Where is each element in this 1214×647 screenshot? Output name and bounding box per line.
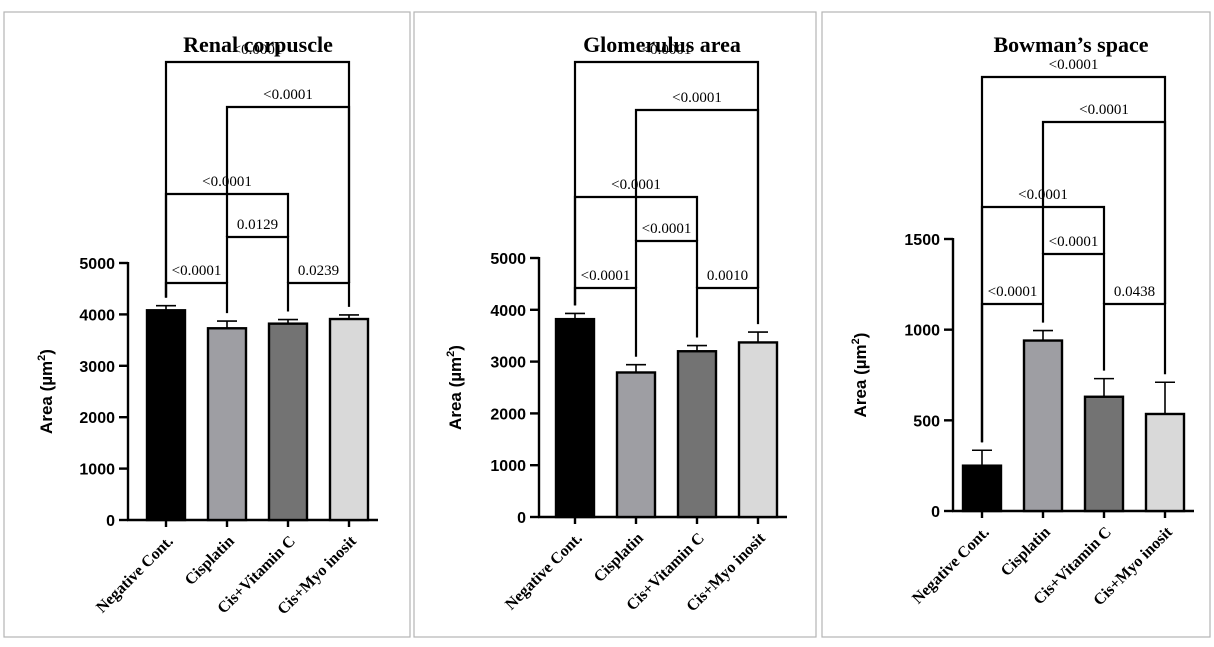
- y-tick-label: 2000: [490, 406, 526, 423]
- y-tick-label: 1500: [904, 232, 940, 249]
- y-tick-label: 2000: [79, 410, 115, 427]
- chart-title: Renal corpuscle: [183, 32, 333, 57]
- x-tick-label: Cisplatin: [182, 533, 238, 589]
- bar-2: [1022, 339, 1064, 513]
- p-value-label: 0.0129: [237, 217, 278, 233]
- y-tick-label: 1000: [904, 323, 940, 340]
- y-tick-label: 500: [913, 413, 940, 430]
- y-tick-label: 0: [517, 510, 526, 527]
- y-tick-label: 4000: [490, 303, 526, 320]
- p-value-label: <0.0001: [233, 42, 283, 58]
- x-tick-label: Negative Cont.: [909, 524, 993, 608]
- y-axis-label: Area (µm2): [36, 349, 56, 434]
- p-value-label: <0.0001: [1049, 234, 1099, 250]
- y-tick-label: 1000: [79, 462, 115, 479]
- significance-bracket: [980, 75, 1167, 443]
- y-axis-label: Area (µm2): [445, 345, 465, 430]
- x-tick-label: Cisplatin: [998, 524, 1054, 580]
- y-tick-label: 5000: [79, 256, 115, 273]
- chart-title: Glomerulus area: [583, 32, 741, 57]
- p-value-label: <0.0001: [581, 268, 631, 284]
- p-value-label: 0.0438: [1114, 284, 1155, 300]
- bar-4: [328, 317, 370, 522]
- significance-bracket: [286, 281, 351, 312]
- chart-panel-2: Glomerulus area 0 1000 2000 3000 4000 5000 Area…: [413, 11, 817, 638]
- significance-bracket: [164, 60, 351, 298]
- bar-3: [1083, 395, 1125, 513]
- bar-1: [145, 309, 187, 522]
- p-value-label: <0.0001: [263, 87, 313, 103]
- bar-4: [1144, 412, 1186, 513]
- p-value-label: <0.0001: [988, 284, 1038, 300]
- p-value-label: 0.0010: [707, 268, 748, 284]
- chart-title: Bowman’s space: [993, 32, 1148, 57]
- panel-frame: [3, 11, 411, 638]
- bar-3: [676, 350, 718, 519]
- bar-2: [206, 327, 248, 522]
- p-value-label: <0.0001: [642, 221, 692, 237]
- y-axis-label: Area (µm2): [850, 333, 870, 418]
- y-tick-label: 1000: [490, 458, 526, 475]
- x-tick-label: Cisplatin: [591, 530, 647, 586]
- chart-panel-1: Renal corpuscle 0 1000 2000 3000 4000 5000 Area…: [3, 11, 411, 638]
- significance-bracket: [1041, 252, 1106, 304]
- y-tick-label: 3000: [490, 355, 526, 372]
- significance-bracket: [695, 286, 760, 338]
- p-value-label: 0.0239: [298, 263, 339, 279]
- x-tick-label: Negative Cont.: [502, 530, 586, 614]
- p-value-label: <0.0001: [1049, 57, 1099, 73]
- y-tick-label: 4000: [79, 307, 115, 324]
- significance-bracket: [225, 235, 290, 283]
- y-tick-label: 3000: [79, 359, 115, 376]
- bar-1: [554, 317, 596, 519]
- significance-bracket: [573, 60, 760, 306]
- x-tick-label: Negative Cont.: [93, 533, 177, 617]
- p-value-label: <0.0001: [172, 263, 222, 279]
- chart-panel-3: Bowman’s space 0 500 1000 1500 Area (µm2) Nega…: [821, 11, 1211, 638]
- p-value-label: <0.0001: [672, 90, 722, 106]
- y-tick-label: 0: [931, 504, 940, 521]
- bar-2: [615, 371, 657, 519]
- bar-3: [267, 322, 309, 522]
- y-tick-label: 5000: [490, 251, 526, 268]
- y-tick-label: 0: [106, 513, 115, 530]
- p-value-label: <0.0001: [1079, 102, 1129, 118]
- bar-1: [961, 464, 1003, 513]
- significance-bracket: [634, 239, 699, 288]
- bar-4: [737, 341, 779, 519]
- significance-bracket: [164, 281, 229, 314]
- p-value-label: <0.0001: [642, 42, 692, 58]
- significance-bracket: [1102, 302, 1167, 375]
- panel-frame: [821, 11, 1211, 638]
- panel-frame: [413, 11, 817, 638]
